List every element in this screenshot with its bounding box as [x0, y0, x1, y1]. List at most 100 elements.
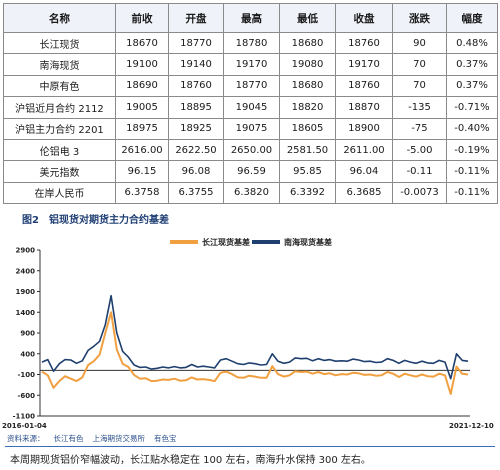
table-cell: 70: [392, 74, 447, 98]
source-item: 长江有色: [53, 434, 84, 443]
table-row: 南海现货 19100 19140 19170 19080 19170 70 0.…: [3, 53, 498, 76]
x-label-start: 2016-01-04: [2, 422, 47, 430]
table-cell: 19100: [115, 53, 169, 76]
series-lines: [41, 294, 469, 395]
table-cell: 18900: [335, 117, 393, 140]
table-cell: 18820: [279, 96, 336, 119]
header-name: 名称: [3, 3, 116, 33]
table-cell: 18760: [168, 74, 224, 98]
table-cell: 95.85: [279, 160, 336, 183]
table-cell: 19075: [223, 117, 280, 140]
source-divider: [5, 446, 495, 447]
header-change-pct: 幅度: [446, 3, 498, 33]
market-quote-table: 名称 前收 开盘 最高 最低 收盘 涨跌 幅度 长江现货 18670 18770…: [3, 3, 498, 205]
y-tick-label: 2900: [16, 247, 36, 255]
table-cell: 18760: [335, 31, 393, 55]
table-cell: 伦铝电 3: [3, 138, 116, 162]
table-cell: -0.40%: [446, 117, 498, 140]
figure-caption: 图2 铝现货对期货主力合约基差: [22, 211, 179, 226]
legend-swatch-changjiang: [170, 240, 198, 244]
table-cell: 0.37%: [446, 74, 498, 98]
table-row: 沪铝主力合约 2201 18975 18925 19075 18605 1890…: [3, 117, 498, 140]
y-tick-label: 1400: [16, 309, 36, 317]
table-cell: 6.3685: [335, 181, 393, 205]
table-cell: -75: [392, 117, 447, 140]
table-cell: 19005: [115, 96, 169, 119]
table-cell: 6.3755: [168, 181, 224, 205]
chart-source: 资料来源： 长江有色 上海期货交易所 有色宝: [7, 433, 186, 444]
table-cell: 96.59: [223, 160, 280, 183]
table-cell: -135: [392, 96, 447, 119]
table-cell: 南海现货: [3, 53, 116, 76]
y-axis-ticks: 2900 2400 1900 1400 900 400 -100 -600 -1100: [13, 247, 40, 421]
header-prev-close: 前收: [115, 3, 169, 33]
table-cell: 在岸人民币: [3, 181, 116, 205]
table-row: 美元指数 96.15 96.08 96.59 95.85 96.04 -0.11…: [3, 160, 498, 183]
table-cell: 2616.00: [115, 138, 169, 162]
legend-label-nanhai: 南海现货基差: [284, 237, 332, 247]
table-cell: 美元指数: [3, 160, 116, 183]
header-open: 开盘: [168, 3, 224, 33]
table-cell: -0.0073: [392, 181, 447, 205]
y-tick-label: 1900: [16, 288, 36, 296]
table-cell: 0.48%: [446, 31, 498, 55]
table-cell: 18895: [168, 96, 224, 119]
table-cell: 2611.00: [335, 138, 393, 162]
table-cell: 90: [392, 31, 447, 55]
table-cell: 2581.50: [279, 138, 336, 162]
table-cell: 6.3392: [279, 181, 336, 205]
table-cell: 2622.50: [168, 138, 224, 162]
table-cell: 18680: [279, 74, 336, 98]
table-row: 沪铝近月合约 2112 19005 18895 19045 18820 1887…: [3, 96, 498, 119]
table-cell: 18680: [279, 31, 336, 55]
legend-label-changjiang: 长江现货基差: [202, 237, 250, 247]
table-cell: -0.19%: [446, 138, 498, 162]
table-cell: 沪铝主力合约 2201: [3, 117, 116, 140]
table-cell: 中原有色: [3, 74, 116, 98]
table-cell: -0.71%: [446, 96, 498, 119]
table-cell: 19170: [223, 53, 280, 76]
table-cell: 18925: [168, 117, 224, 140]
table-cell: 70: [392, 53, 447, 76]
chart-legend: 长江现货基差 南海现货基差: [170, 237, 332, 247]
y-tick-label: 900: [20, 330, 35, 338]
table-cell: -0.11: [392, 160, 447, 183]
legend-swatch-nanhai: [252, 240, 280, 244]
table-cell: 长江现货: [3, 31, 116, 55]
commentary-paragraph: 本周期现货铝价窄幅波动，长江贴水稳定在 100 左右，南海升水保持 300 左右…: [10, 455, 371, 466]
table-cell: 19045: [223, 96, 280, 119]
table-cell: -5.00: [392, 138, 447, 162]
series-line-changjiang: [41, 311, 469, 395]
table-cell: 18770: [168, 31, 224, 55]
figure-label: 图2: [22, 215, 39, 226]
table-cell: 19170: [335, 53, 393, 76]
header-low: 最低: [279, 3, 336, 33]
table-cell: 18770: [223, 74, 280, 98]
y-tick-label: -100: [17, 371, 35, 379]
table-cell: 18670: [115, 31, 169, 55]
y-tick-label: 400: [20, 350, 35, 358]
table-cell: 19140: [168, 53, 224, 76]
header-close: 收盘: [335, 3, 393, 33]
table-cell: 96.15: [115, 160, 169, 183]
market-quote-table-wrapper: 名称 前收 开盘 最高 最低 收盘 涨跌 幅度 长江现货 18670 18770…: [3, 3, 498, 205]
table-cell: 6.3820: [223, 181, 280, 205]
table-cell: 96.08: [168, 160, 224, 183]
table-row: 长江现货 18670 18770 18780 18680 18760 90 0.…: [3, 31, 498, 55]
table-cell: -0.11%: [446, 160, 498, 183]
source-label: 资料来源：: [7, 434, 45, 443]
table-cell: 18870: [335, 96, 393, 119]
table-cell: 2650.00: [223, 138, 280, 162]
y-tick-label: 2400: [16, 267, 36, 275]
table-row: 中原有色 18690 18760 18770 18680 18760 70 0.…: [3, 74, 498, 98]
table-cell: 沪铝近月合约 2112: [3, 96, 116, 119]
table-cell: 6.3758: [115, 181, 169, 205]
source-item: 上海期货交易所: [92, 434, 146, 443]
table-header-row: 名称 前收 开盘 最高 最低 收盘 涨跌 幅度: [3, 3, 498, 33]
table-cell: 18690: [115, 74, 169, 98]
table-cell: 18975: [115, 117, 169, 140]
figure-title: 铝现货对期货主力合约基差: [48, 215, 169, 226]
table-row: 伦铝电 3 2616.00 2622.50 2650.00 2581.50 26…: [3, 138, 498, 162]
header-high: 最高: [223, 3, 280, 33]
source-item: 有色宝: [154, 434, 177, 443]
